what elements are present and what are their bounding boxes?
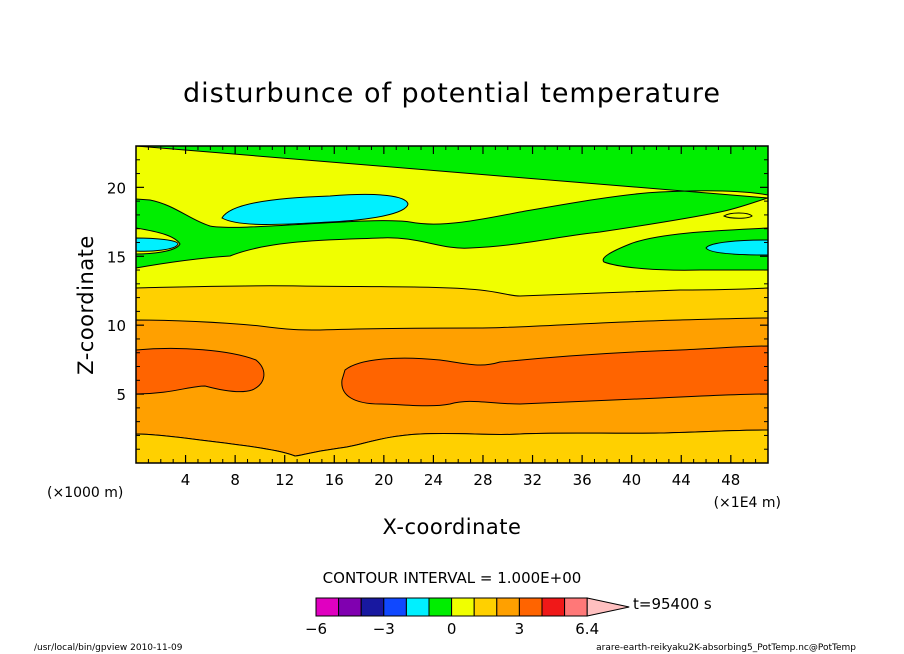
- contour-field: [136, 146, 768, 463]
- colorbar-swatch: [315, 597, 340, 617]
- x-tick-label: 40: [622, 471, 641, 489]
- colorbar-swatch: [564, 597, 588, 617]
- band-cyan-left: [136, 237, 179, 252]
- colorbar-tick-label: 3: [515, 620, 525, 638]
- y-tick-label: 5: [116, 386, 126, 404]
- colorbar-swatch: [473, 597, 498, 617]
- colorbar-swatch: [383, 597, 407, 617]
- x-tick-label: 44: [672, 471, 691, 489]
- colorbar-swatch: [496, 597, 520, 617]
- band-darkorange-left: [136, 347, 265, 395]
- y-tick-label: 20: [107, 179, 126, 197]
- colorbar-swatch: [518, 597, 543, 617]
- plot-frame: [135, 145, 769, 464]
- band-cyan-center: [221, 193, 409, 225]
- y-unit-label: (×1000 m): [47, 485, 123, 501]
- colorbar: −6 −3 0 3 6.4: [305, 597, 630, 638]
- footer-left: /usr/local/bin/gpview 2010-11-09: [34, 643, 183, 653]
- band-green-upper: [136, 146, 768, 269]
- band-lightorange-bottom: [136, 429, 768, 463]
- time-label: t=95400 s: [633, 595, 712, 613]
- y-axis: 5 10 15 20: [107, 159, 768, 450]
- x-tick-label: 36: [573, 471, 592, 489]
- x-tick-label: 4: [181, 471, 191, 489]
- colorbar-tick-label: −3: [373, 620, 395, 638]
- x-tick-label: 8: [230, 471, 240, 489]
- band-green-right: [602, 227, 768, 271]
- chart-title: disturbunce of potential temperature: [183, 78, 721, 109]
- x-tick-label: 28: [473, 471, 492, 489]
- band-yellow-topright: [723, 212, 753, 219]
- x-tick-label: 32: [523, 471, 542, 489]
- colorbar-arrow: [586, 597, 630, 617]
- y-tick-label: 15: [107, 248, 126, 266]
- contour-interval-label: CONTOUR INTERVAL = 1.000E+00: [323, 569, 582, 587]
- band-cyan-right: [705, 239, 768, 256]
- x-tick-label: 48: [721, 471, 740, 489]
- colorbar-swatch: [405, 597, 430, 617]
- y-axis-label: Z-coordinate: [74, 235, 98, 375]
- y-tick-label: 10: [107, 317, 126, 335]
- x-tick-label: 12: [275, 471, 294, 489]
- x-axis-label: X-coordinate: [383, 515, 522, 539]
- colorbar-swatch: [338, 597, 362, 617]
- x-unit-label: (×1E4 m): [714, 495, 781, 511]
- footer-right: arare-earth-reikyaku2K-absorbing5_PotTem…: [596, 643, 856, 653]
- colorbar-tick-label: −6: [305, 620, 327, 638]
- colorbar-swatch: [451, 597, 475, 617]
- colorbar-swatch: [428, 597, 453, 617]
- x-tick-label: 24: [424, 471, 443, 489]
- colorbar-tick-label: 0: [447, 620, 457, 638]
- band-darkorange-right: [341, 345, 768, 407]
- colorbar-tick-label: 6.4: [575, 620, 599, 638]
- x-axis: 4 8 12 16 20 24 28 32 36 40 44 48: [147, 146, 757, 489]
- x-tick-label: 20: [374, 471, 393, 489]
- x-tick-label: 16: [325, 471, 344, 489]
- colorbar-swatch: [541, 597, 566, 617]
- colorbar-swatch: [360, 597, 385, 617]
